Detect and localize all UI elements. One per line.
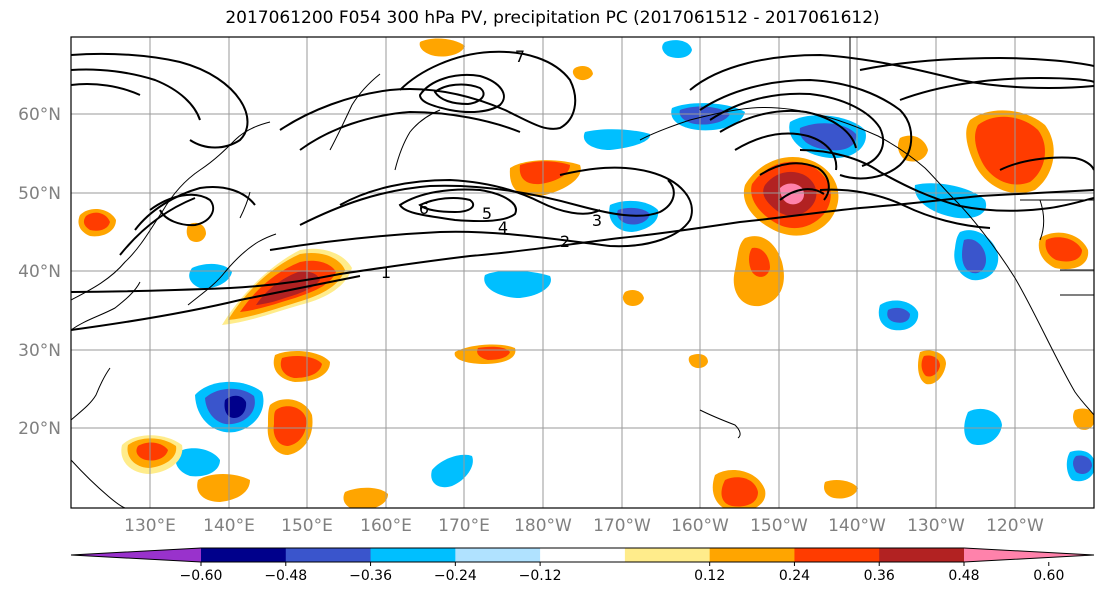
pv-contours <box>71 50 1094 331</box>
colorbar: −0.60 −0.48 −0.36 −0.24 −0.12 0.12 0.24 0.36 0.4… <box>70 547 1095 584</box>
longitude-labels: 130°E 140°E 150°E 160°E 170°E 180°W 170°… <box>124 516 1044 536</box>
colorbar-tick-label: 0.24 <box>779 568 810 584</box>
colorbar-bin <box>794 548 880 562</box>
lon-label-140w: 140°W <box>828 516 886 536</box>
map-title: 2017061200 F054 300 hPa PV, precipitatio… <box>225 8 880 28</box>
colorbar-tick-label: −0.48 <box>264 568 307 584</box>
colorbar-bin <box>201 548 287 562</box>
lon-label-140e: 140°E <box>203 516 255 536</box>
colorbar-bin <box>879 548 965 562</box>
lon-label-130w: 130°W <box>907 516 965 536</box>
lat-label-30n: 30°N <box>18 341 61 361</box>
lon-label-150e: 150°E <box>281 516 333 536</box>
lon-label-120w: 120°W <box>986 516 1044 536</box>
precip-shading <box>78 38 1094 508</box>
colorbar-bin <box>455 548 541 562</box>
colorbar-bin <box>370 548 456 562</box>
contour-label-7: 7 <box>515 47 525 66</box>
colorbar-tick-label: 0.12 <box>694 568 725 584</box>
lon-label-170e: 170°E <box>438 516 490 536</box>
contour-label-2: 2 <box>560 232 570 251</box>
colorbar-bin <box>709 548 795 562</box>
lon-label-180w: 180°W <box>514 516 572 536</box>
lon-label-160w: 160°W <box>671 516 729 536</box>
lat-label-40n: 40°N <box>18 262 61 282</box>
latitude-labels: 60°N 50°N 40°N 30°N 20°N <box>18 105 61 439</box>
lon-label-160e: 160°E <box>360 516 412 536</box>
lon-label-130e: 130°E <box>124 516 176 536</box>
colorbar-extend-low <box>71 548 201 562</box>
coastlines <box>71 37 1094 508</box>
map-content: 1 2 3 4 5 6 7 <box>71 37 1094 508</box>
contour-label-4: 4 <box>498 218 508 237</box>
colorbar-tick-label: 0.36 <box>864 568 895 584</box>
lon-label-150w: 150°W <box>750 516 808 536</box>
colorbar-tick-label: −0.60 <box>180 568 223 584</box>
colorbar-bin <box>540 548 626 562</box>
colorbar-tick-label: −0.24 <box>434 568 477 584</box>
lat-label-50n: 50°N <box>18 184 61 204</box>
pv-contour-labels: 1 2 3 4 5 6 7 <box>381 47 602 282</box>
colorbar-tick-label: 0.60 <box>1033 568 1064 584</box>
map-frame <box>70 36 1095 509</box>
contour-label-3: 3 <box>592 211 602 230</box>
lat-label-20n: 20°N <box>18 419 61 439</box>
contour-label-1: 1 <box>381 263 391 282</box>
colorbar-tick-label: −0.12 <box>519 568 562 584</box>
colorbar-bin <box>285 548 372 562</box>
lat-label-60n: 60°N <box>18 105 61 125</box>
colorbar-extend-high <box>964 548 1094 562</box>
contour-label-5: 5 <box>482 204 492 223</box>
contour-label-6: 6 <box>419 199 429 218</box>
graticule <box>71 37 1094 508</box>
lon-label-170w: 170°W <box>593 516 651 536</box>
colorbar-tick-label: 0.48 <box>948 568 979 584</box>
colorbar-tick-label: −0.36 <box>349 568 392 584</box>
colorbar-bin <box>624 548 711 562</box>
